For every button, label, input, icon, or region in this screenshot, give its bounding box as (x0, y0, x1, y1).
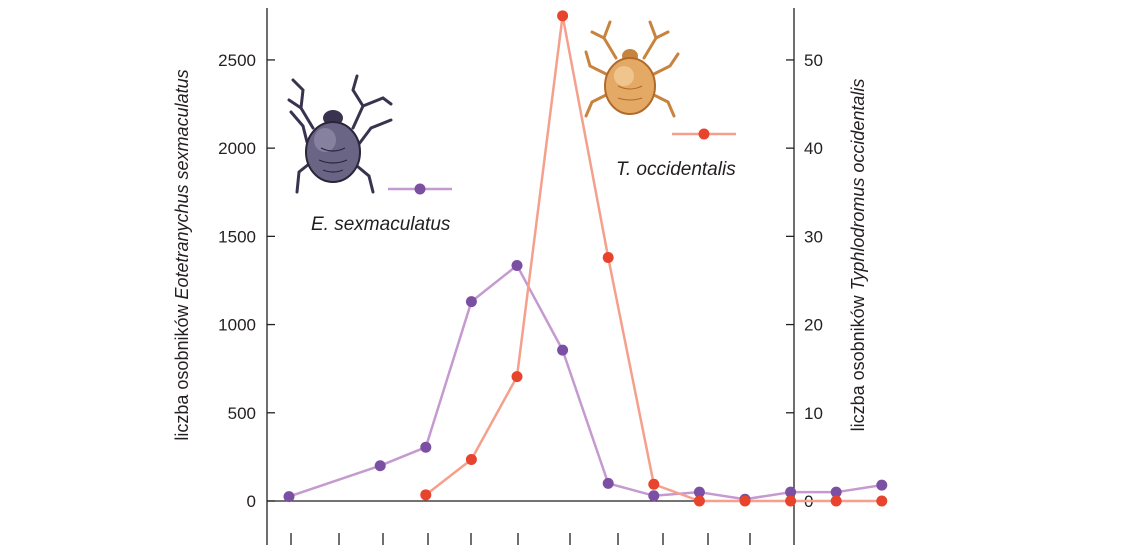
data-point (511, 259, 523, 271)
data-point (830, 495, 842, 507)
legend-t-label: T. occidentalis (616, 159, 736, 180)
data-point (785, 495, 797, 507)
left-tick-label: 2000 (218, 139, 256, 158)
data-point (693, 486, 705, 498)
data-point (557, 344, 569, 356)
legend-t-occidentalis: T. occidentalis (616, 128, 736, 180)
data-point (420, 441, 432, 453)
legend-e-marker (414, 183, 426, 195)
data-point (283, 491, 295, 503)
data-point (785, 486, 797, 498)
left-axis-title: liczba osobników Eotetranychus sexmacula… (172, 69, 192, 440)
data-point (876, 495, 888, 507)
left-tick-label: 1000 (218, 316, 256, 335)
right-tick-label: 20 (804, 316, 823, 335)
data-point (830, 486, 842, 498)
right-tick-label: 40 (804, 139, 823, 158)
orange-mite-illustration (584, 20, 680, 118)
data-point (602, 477, 614, 489)
legend-e-sexmaculatus: E. sexmaculatus (311, 183, 452, 235)
left-tick-label: 2500 (218, 51, 256, 70)
right-tick-label: 10 (804, 404, 823, 423)
data-point (374, 460, 386, 472)
right-axis-title-prefix: liczba osobników (848, 290, 868, 431)
left-tick-label: 1500 (218, 227, 256, 246)
left-tick-label: 500 (228, 404, 256, 423)
legend-e-label: E. sexmaculatus (311, 214, 451, 235)
right-axis-title: liczba osobników Typhlodromus occidental… (848, 79, 868, 432)
data-point (693, 495, 705, 507)
series-layer (283, 10, 888, 507)
data-point (648, 478, 660, 490)
left-axis-title-species: Eotetranychus sexmaculatus (172, 69, 192, 299)
left-y-ticks: 0 500 1000 1500 2000 2500 (218, 51, 275, 511)
data-point (465, 454, 477, 466)
data-point (739, 495, 751, 507)
data-point (876, 479, 888, 491)
data-point (602, 252, 614, 264)
right-tick-label: 50 (804, 51, 823, 70)
left-axis-title-prefix: liczba osobników (172, 300, 192, 441)
data-point (557, 10, 569, 22)
left-tick-label: 0 (247, 492, 256, 511)
data-point (511, 371, 523, 383)
x-ticks (290, 533, 751, 545)
data-point (420, 489, 432, 501)
purple-mite-illustration (287, 74, 393, 194)
legend-t-marker (698, 128, 710, 140)
data-point (648, 490, 660, 502)
right-axis-title-species: Typhlodromus occidentalis (848, 79, 868, 291)
data-point (465, 296, 477, 308)
right-tick-label: 30 (804, 227, 823, 246)
